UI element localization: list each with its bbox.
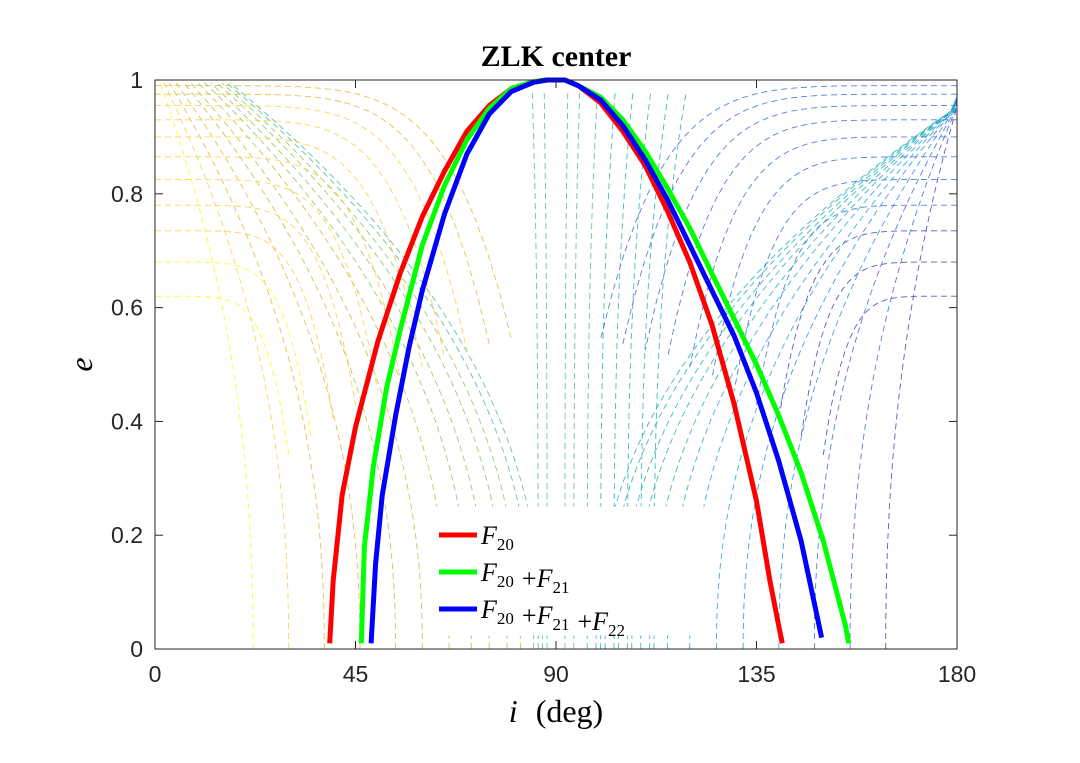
contour-line-0 [159,82,254,649]
contour-line-30 [155,105,468,351]
y-tick-label-0: 0 [130,636,143,662]
contour-line-15 [813,82,957,649]
x-tick-label-4: 180 [938,661,976,687]
legend-symbol: F [591,607,609,636]
legend-label-1: F20 [480,521,514,554]
legend-operator: + [577,607,592,636]
legend-label-2: F20 +F21 [480,558,569,597]
y-tick-label-1: 0.2 [111,522,143,548]
contour-line-7 [204,82,472,649]
x-tick-label-0: 0 [149,661,162,687]
legend-subscript: 20 [497,572,514,591]
contour-line-13 [885,82,957,649]
x-tick-label-2: 90 [543,661,569,687]
legend-symbol: F [480,521,498,550]
contour-line-27 [600,85,957,340]
contour-line-36 [155,156,401,379]
axes: 0 45 90 135 180 0 0.2 0.4 0.6 0.8 1 [111,67,976,687]
x-axis-unit: (deg) [536,693,604,729]
contour-line-19 [689,82,957,649]
legend-symbol: F [480,558,498,587]
contour-line-2 [168,82,325,649]
legend-label-3: F20 +F21 +F22 [480,595,625,640]
legend-symbol: F [536,601,554,630]
legend-subscript: 21 [552,615,569,634]
legend-operator: + [522,601,537,630]
y-tick-label-4: 0.8 [111,181,143,207]
contour-line-44 [155,261,312,437]
legend-operator: + [522,564,537,593]
x-axis-variable: i [509,693,518,729]
contour-line-35 [689,136,957,368]
contour-line-16 [778,82,957,649]
y-axis-label: e [63,357,99,371]
legend-subscript: 22 [608,621,625,640]
legend-subscript: 20 [497,535,514,554]
contour-line-39 [733,179,957,391]
contour-line-1 [163,82,290,649]
contour-line-41 [756,204,957,405]
contour-line-33 [666,119,957,359]
chart-title: ZLK center [481,40,632,73]
contour-line-28 [155,93,490,345]
x-tick-label-3: 135 [737,661,775,687]
x-axis-label: i (deg) [509,693,603,729]
contour-line-46 [155,295,290,456]
contour-line-47 [822,295,957,456]
y-tick-label-3: 0.6 [111,295,143,321]
contour-line-26 [155,85,512,340]
contour-line-3 [175,82,361,649]
contour-line-4 [183,82,397,649]
contour-line-34 [155,136,423,368]
contour-line-37 [711,156,957,379]
x-tick-label-1: 45 [343,661,369,687]
contour-line-31 [644,105,957,351]
contour-line-5 [190,82,423,649]
contour-line-32 [155,119,446,359]
contour-line-29 [622,93,957,345]
contour-line-45 [800,261,957,437]
contour-line-18 [715,82,957,649]
contour-line-38 [155,179,379,391]
contour-line-14 [849,82,957,649]
contour-line-17 [742,82,957,649]
contour-line-43 [778,230,957,420]
y-tick-label-5: 1 [130,67,143,93]
y-tick-label-2: 0.4 [111,408,143,434]
legend-symbol: F [536,564,554,593]
legend-subscript: 20 [497,609,514,628]
contour-line-40 [155,204,356,405]
legend-subscript: 21 [552,578,569,597]
y-axis-variable: e [63,357,99,371]
legend-symbol: F [480,595,498,624]
legend-box [432,506,714,636]
